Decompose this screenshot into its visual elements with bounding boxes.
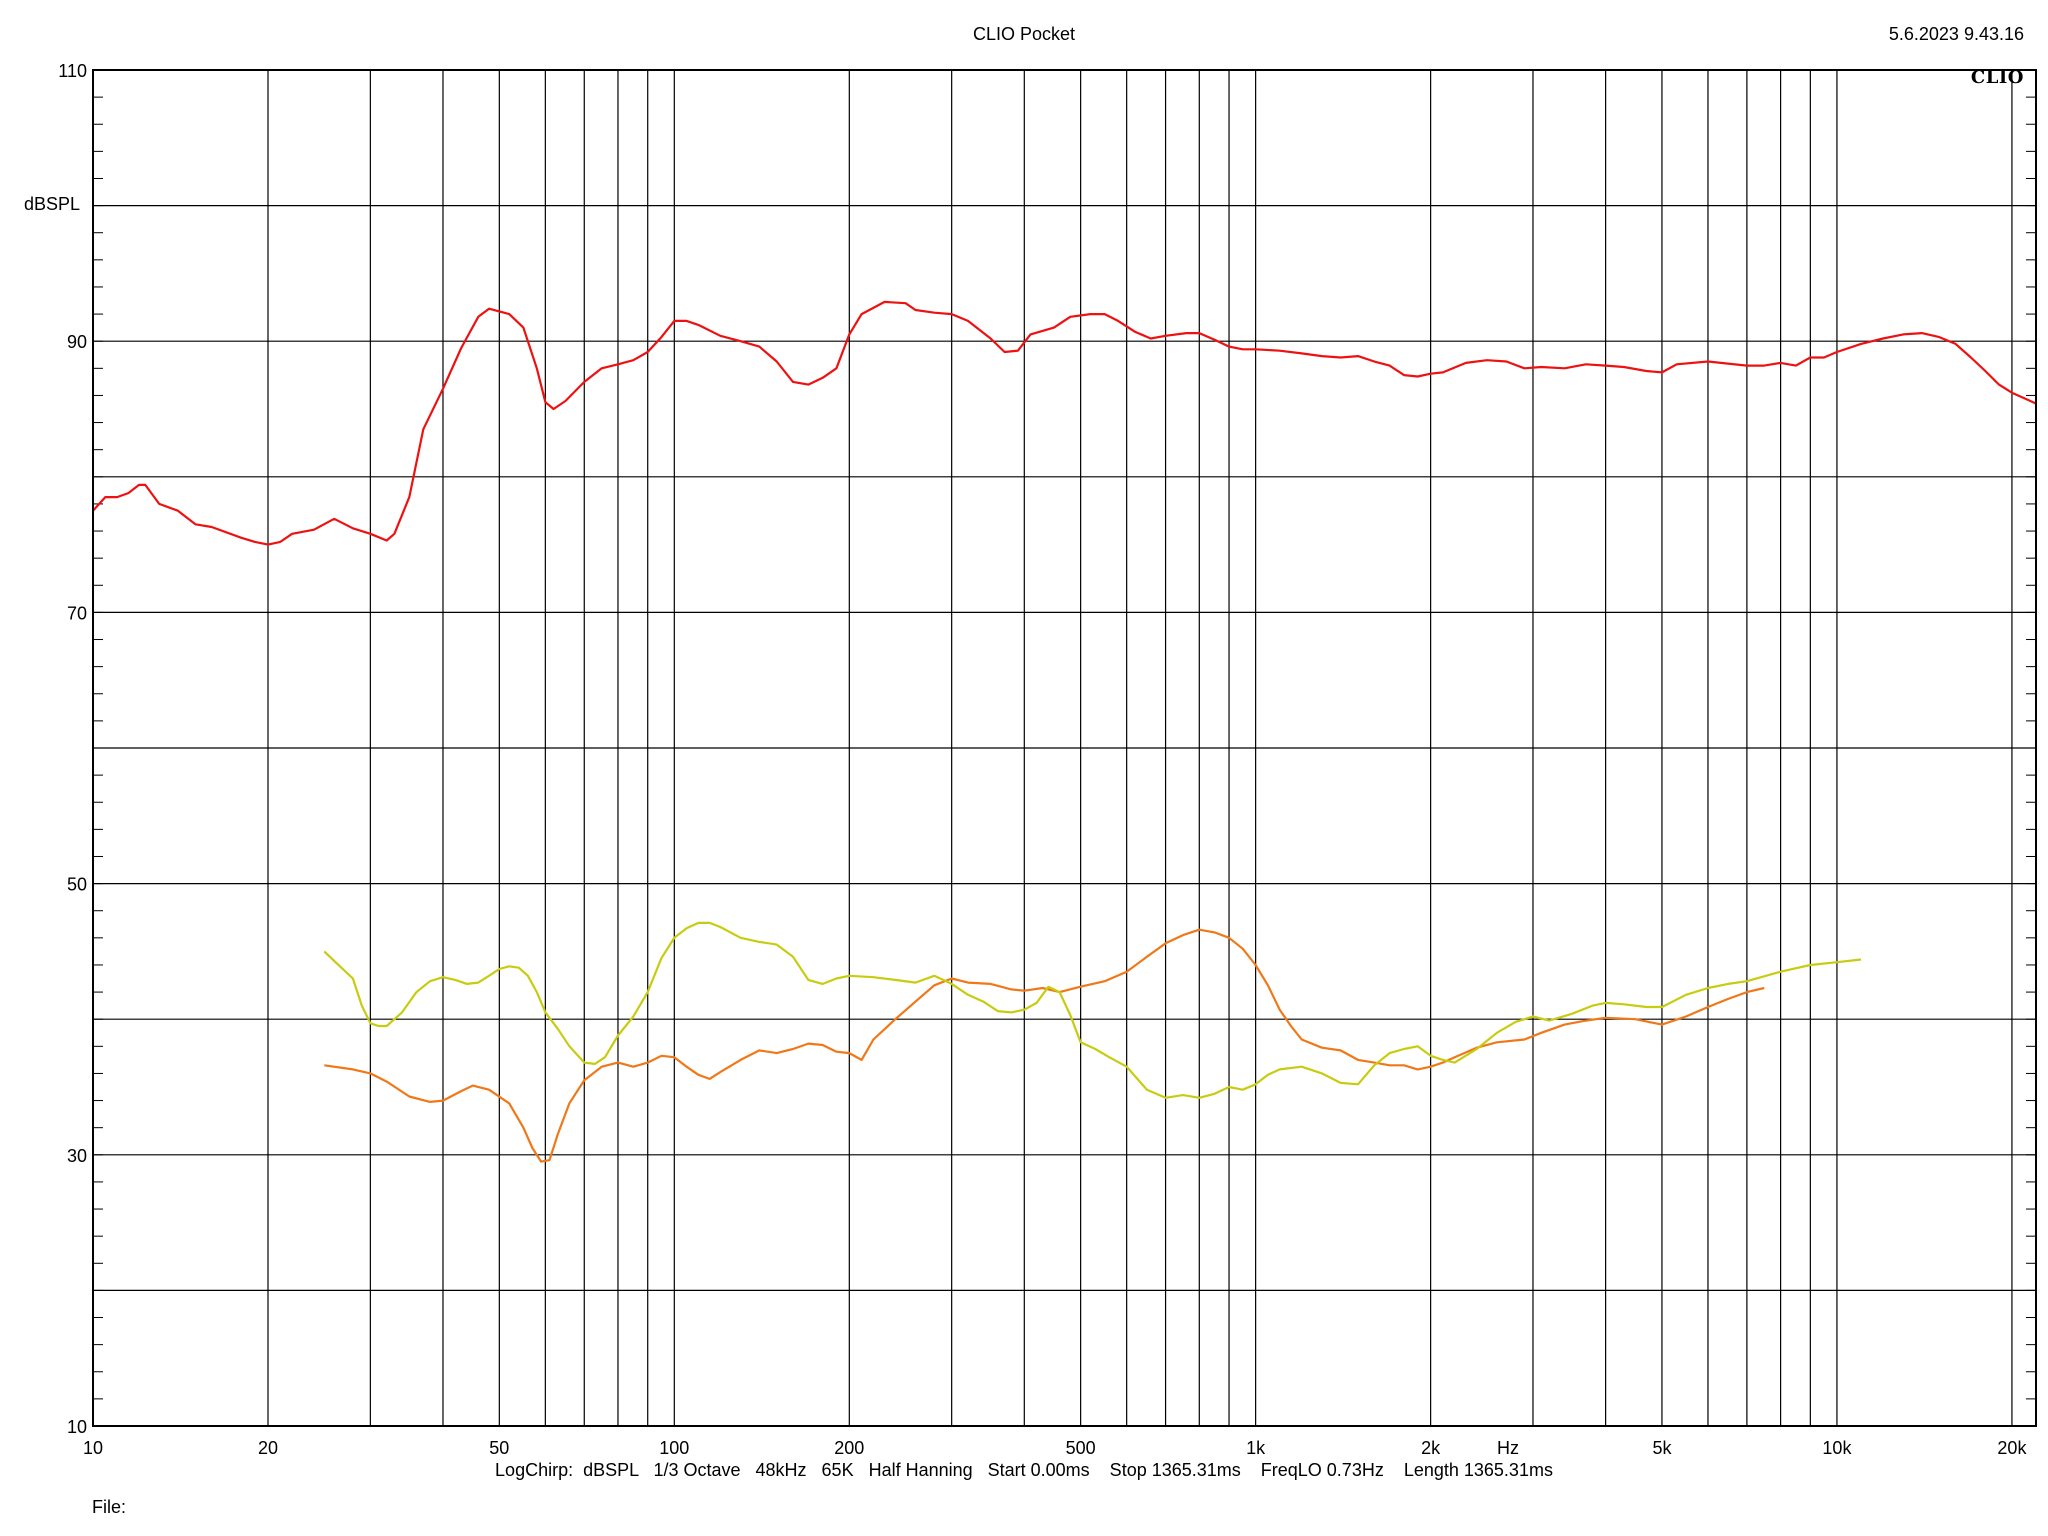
y-tick-label: 70 <box>67 603 87 623</box>
x-tick-label: 10k <box>1822 1438 1852 1458</box>
x-tick-label: 200 <box>834 1438 864 1458</box>
file-label: File: <box>92 1497 127 1517</box>
series-line-1 <box>92 300 2037 546</box>
x-tick-label: 5k <box>1652 1438 1672 1458</box>
y-tick-label: 30 <box>67 1146 87 1166</box>
clio-logo: CLIO <box>1970 67 2024 88</box>
y-tick-label: 90 <box>67 332 87 352</box>
plot-frame <box>92 69 2037 1427</box>
series-line-2 <box>324 928 1765 1163</box>
series-group <box>92 300 2037 1163</box>
timestamp: 5.6.2023 9.43.16 <box>1888 24 2024 44</box>
x-axis-label: Hz <box>1497 1438 1519 1458</box>
x-tick-label: 10 <box>83 1438 103 1458</box>
y-tick-label: 50 <box>67 875 87 895</box>
axis-tick-labels: 10 30 50 70 90 110 10 20 50 100 200 500 1k 2k 5k 10k 20k… <box>58 61 2027 1458</box>
grid <box>93 69 2036 1427</box>
x-tick-label: 20k <box>1997 1438 2027 1458</box>
x-tick-label: 100 <box>659 1438 689 1458</box>
chart-title: CLIO Pocket <box>972 24 1076 44</box>
y-axis-label: dBSPL <box>24 194 81 214</box>
x-tick-label: 500 <box>1066 1438 1096 1458</box>
x-tick-label: 50 <box>489 1438 509 1458</box>
x-tick-label: 1k <box>1246 1438 1266 1458</box>
x-tick-label: 2k <box>1421 1438 1441 1458</box>
y-tick-label: 10 <box>67 1417 87 1437</box>
y-tick-label: 110 <box>58 61 87 81</box>
series-line-3 <box>323 921 1862 1099</box>
x-tick-label: 20 <box>258 1438 278 1458</box>
measurement-parameters: LogChirp: dBSPL 1/3 Octave 48kHz 65K Hal… <box>495 1460 1553 1480</box>
